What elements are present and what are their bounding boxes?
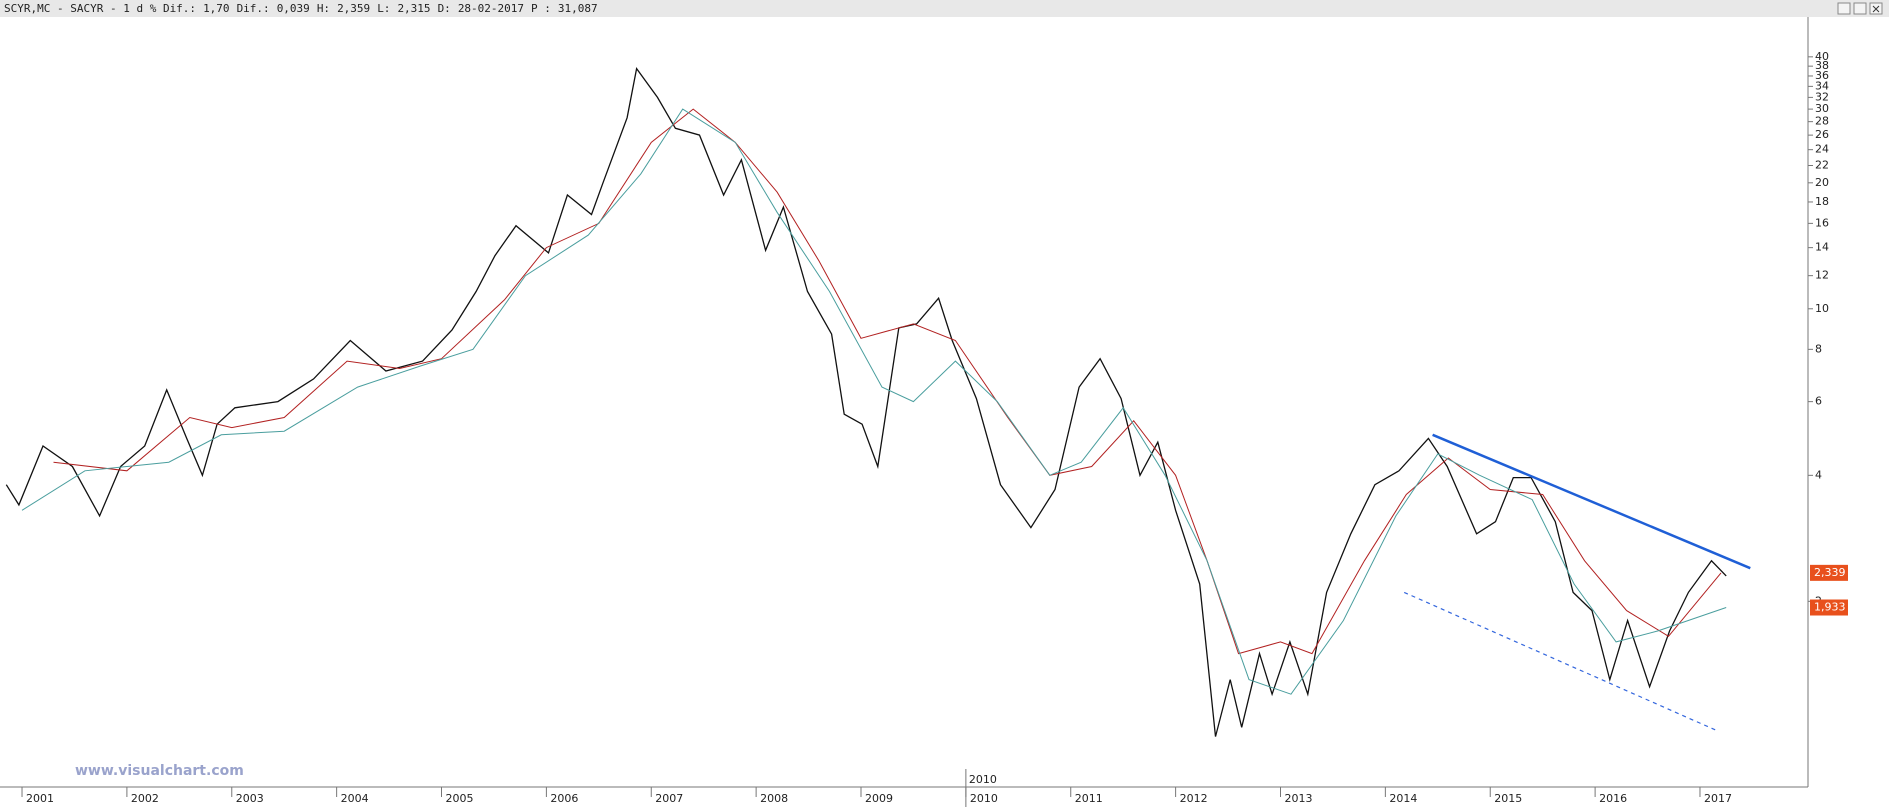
price-label: 1,933 xyxy=(1814,601,1846,614)
header-field: Dif.: xyxy=(237,2,270,15)
x-tick-label: 2011 xyxy=(1075,792,1103,805)
y-tick-label: 26 xyxy=(1815,128,1829,141)
y-tick-label: 22 xyxy=(1815,158,1829,171)
y-tick-label: 34 xyxy=(1815,79,1829,92)
maximize-button[interactable] xyxy=(1853,2,1867,15)
header-field: SCYR,MC - SACYR - 1 d % Dif.: xyxy=(4,2,196,15)
x-tick-label: 2016 xyxy=(1599,792,1627,805)
price-label-box xyxy=(1810,564,1848,581)
y-tick-label: 12 xyxy=(1815,269,1829,282)
cursor-label: 2010 xyxy=(969,773,997,786)
y-tick-label: 24 xyxy=(1815,143,1829,156)
x-tick-label: 2017 xyxy=(1704,792,1732,805)
y-tick-label: 20 xyxy=(1815,176,1829,189)
header-bar xyxy=(0,0,1889,17)
header-field: D: xyxy=(438,2,451,15)
header-field: 2,359 xyxy=(337,2,370,15)
x-tick-label: 2012 xyxy=(1180,792,1208,805)
header-field: 0,039 xyxy=(277,2,310,15)
x-tick-label: 2010 xyxy=(970,792,998,805)
price-label-box xyxy=(1810,599,1848,616)
header-field: 28-02-2017 xyxy=(458,2,524,15)
y-tick-label: 10 xyxy=(1815,302,1829,315)
y-tick-label: 18 xyxy=(1815,195,1829,208)
y-tick-label: 38 xyxy=(1815,59,1829,72)
y-tick-label: 28 xyxy=(1815,115,1829,128)
series-line xyxy=(21,108,1727,695)
y-tick-label: 32 xyxy=(1815,90,1829,103)
x-tick-label: 2014 xyxy=(1389,792,1417,805)
x-tick-label: 2008 xyxy=(760,792,788,805)
x-tick-label: 2015 xyxy=(1494,792,1522,805)
x-tick-label: 2004 xyxy=(341,792,369,805)
trendline xyxy=(1432,433,1751,570)
minimize-button[interactable] xyxy=(1837,2,1851,15)
x-tick-label: 2009 xyxy=(865,792,893,805)
header: SCYR,MC - SACYR - 1 d % Dif.: 1,70 Dif.: 0,… xyxy=(4,2,598,15)
x-tick-label: 2013 xyxy=(1284,792,1312,805)
header-field: 1,70 xyxy=(203,2,230,15)
header-field: L: xyxy=(377,2,390,15)
header-field: 2,315 xyxy=(397,2,430,15)
y-tick-label: 40 xyxy=(1815,50,1829,63)
y-tick-label: 30 xyxy=(1815,102,1829,115)
y-tick-label: 8 xyxy=(1815,342,1822,355)
x-tick-label: 2003 xyxy=(236,792,264,805)
y-tick-label: 36 xyxy=(1815,69,1829,82)
price-label: 2,339 xyxy=(1814,566,1846,579)
series-line xyxy=(53,108,1722,655)
y-tick-label: 16 xyxy=(1815,216,1829,229)
x-tick-label: 2006 xyxy=(550,792,578,805)
header-field: H: xyxy=(317,2,330,15)
y-tick-label: 14 xyxy=(1815,241,1829,254)
series-line xyxy=(5,67,1727,737)
x-tick-label: 2007 xyxy=(655,792,683,805)
header-field: 31,087 xyxy=(558,2,598,15)
header-field: P : xyxy=(531,2,551,15)
y-tick-label: 4 xyxy=(1815,468,1822,481)
y-tick-label: 6 xyxy=(1815,395,1822,408)
x-tick-label: 2005 xyxy=(446,792,474,805)
x-tick-label: 2001 xyxy=(26,792,54,805)
x-tick-label: 2002 xyxy=(131,792,159,805)
close-icon xyxy=(1872,5,1880,13)
watermark: www.visualchart.com xyxy=(75,763,244,779)
window-buttons[interactable] xyxy=(1837,2,1883,15)
trendline xyxy=(1403,591,1719,732)
